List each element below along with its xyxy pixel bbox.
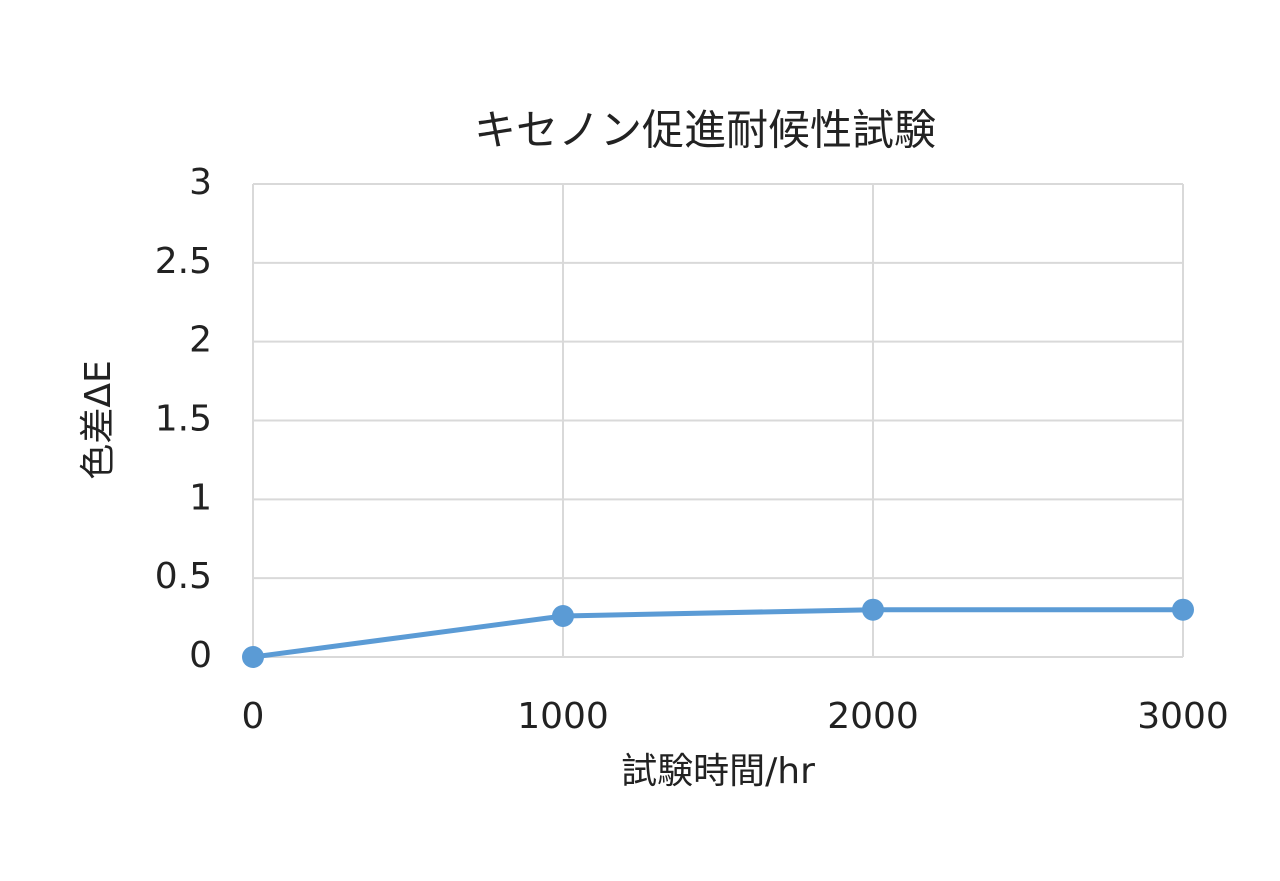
x-tick-label: 0 [242, 696, 265, 737]
y-tick-label: 2 [189, 320, 212, 361]
data-point [1172, 598, 1194, 621]
y-tick-label: 0 [189, 635, 212, 676]
chart-title: キセノン促進耐候性試験 [474, 106, 936, 155]
x-tick-label: 1000 [517, 696, 609, 737]
data-point [862, 598, 884, 621]
x-axis-label: 試験時間/hr [621, 751, 815, 792]
y-tick-label: 1 [189, 477, 212, 518]
y-tick-label: 0.5 [155, 556, 212, 597]
data-point [552, 605, 574, 628]
data-line [252, 607, 1183, 660]
y-axis-label: 色差ΔE [78, 360, 119, 479]
x-tick-label: 3000 [1137, 696, 1229, 737]
y-tick-label: 1.5 [155, 399, 212, 440]
x-tick-label: 2000 [827, 696, 919, 737]
y-tick-label: 2.5 [155, 241, 212, 282]
data-point [242, 646, 264, 668]
y-tick-label: 3 [189, 162, 212, 203]
